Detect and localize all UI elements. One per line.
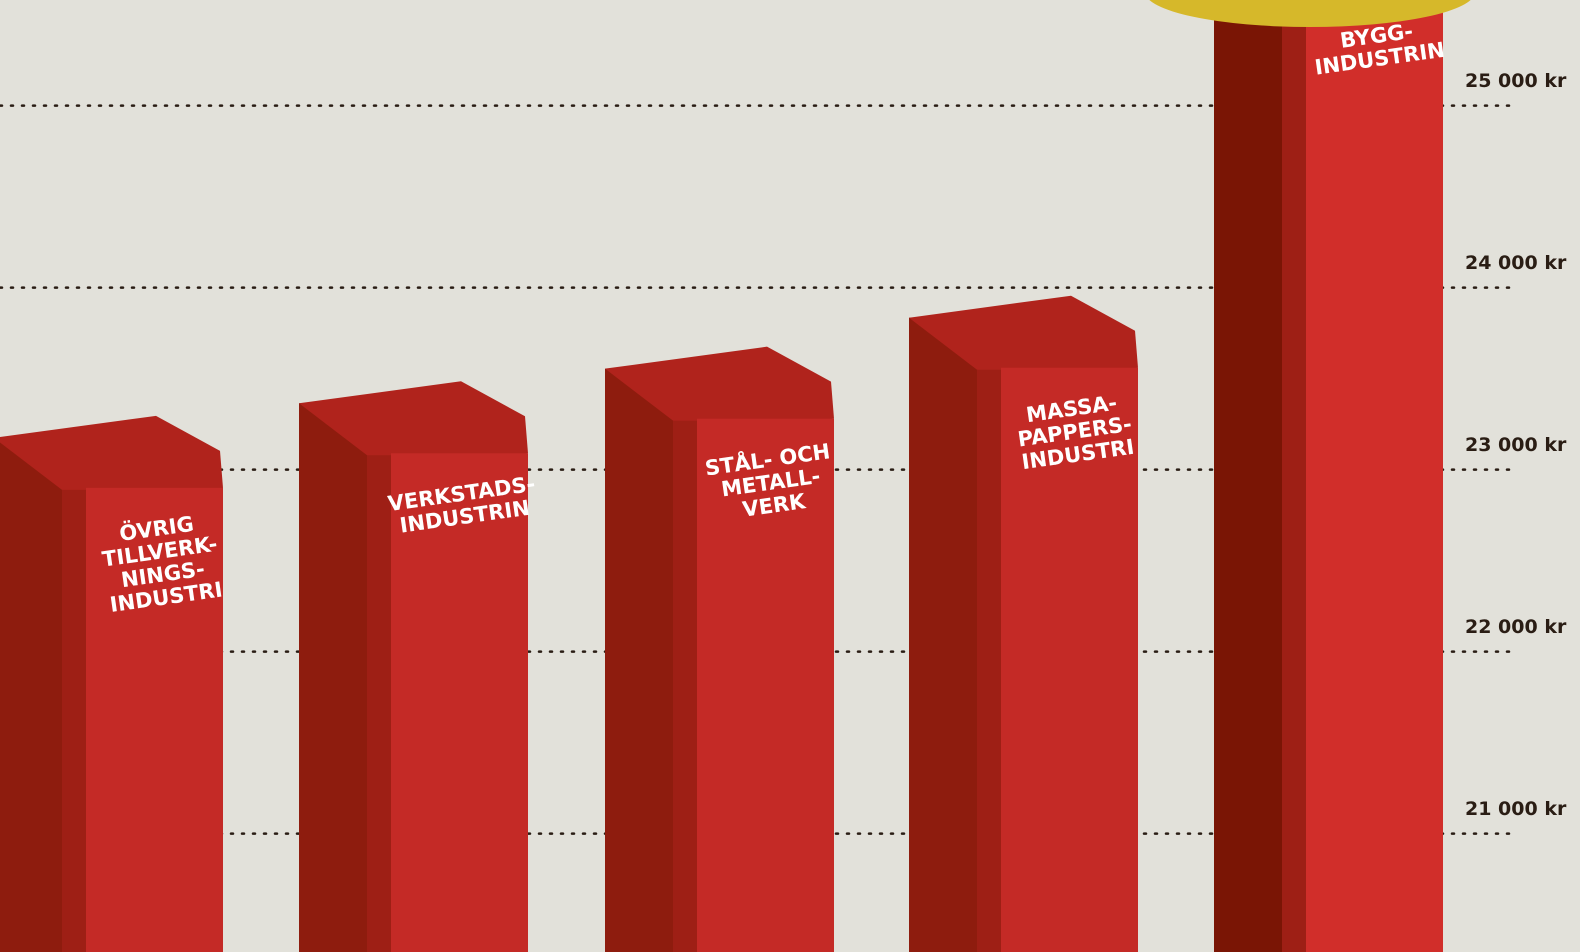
y-tick-label: 21 000 kr: [1465, 797, 1567, 820]
bar-back: [605, 368, 675, 952]
bar: [697, 418, 834, 952]
y-tick-label: 22 000 kr: [1465, 615, 1567, 638]
bar-top: [605, 346, 834, 439]
y-tick-label: 24 000 kr: [1465, 251, 1567, 274]
bar-back: [299, 403, 369, 952]
bar-back: [0, 437, 64, 952]
y-tick-label: 25 000 kr: [1465, 69, 1567, 92]
bar-side: [673, 420, 697, 952]
bar-side: [977, 369, 1001, 952]
bar-side: [62, 489, 86, 952]
bar: [86, 487, 223, 952]
y-tick-label: 23 000 kr: [1465, 433, 1567, 456]
bar-side: [1282, 0, 1306, 952]
bar: [1001, 367, 1138, 952]
bar: [391, 453, 528, 952]
bar-back: [1214, 0, 1284, 952]
bar-top: [909, 295, 1138, 388]
bar: [1306, 0, 1443, 952]
coin-decoration: [1149, 0, 1471, 27]
bar-top: [299, 381, 528, 474]
bar-back: [909, 317, 979, 952]
bar-side: [367, 455, 391, 952]
bar-top: [0, 415, 223, 508]
